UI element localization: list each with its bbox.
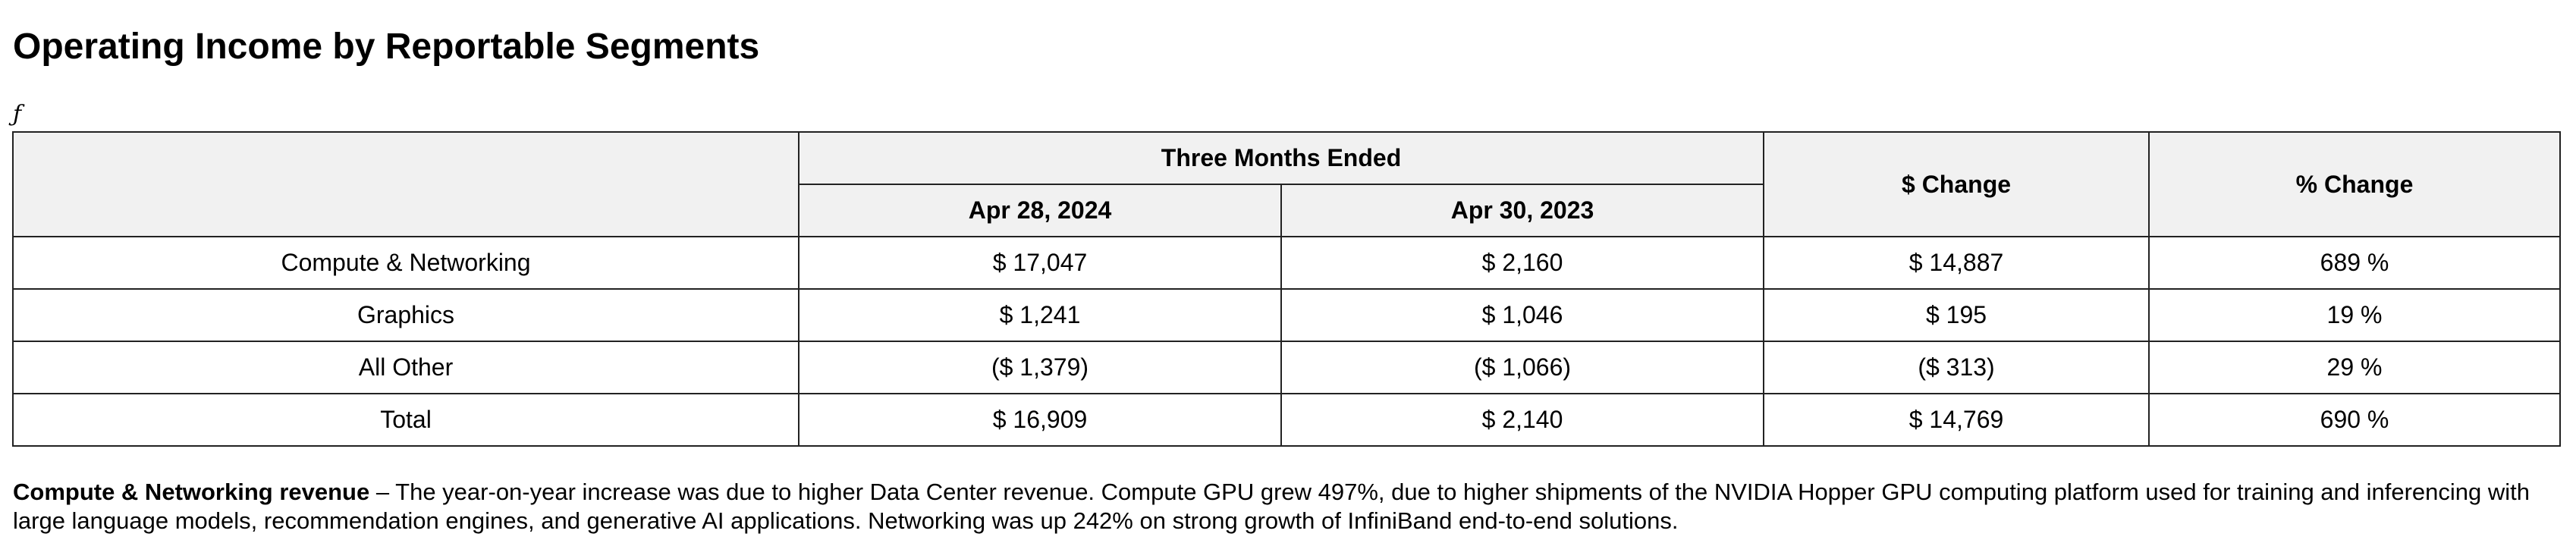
- segment-label: Graphics: [12, 288, 800, 342]
- prior-value: $ 2,140: [1280, 393, 1765, 447]
- commentary-paragraph: Compute & Networking revenue – The year-…: [13, 478, 2562, 535]
- commentary-lead: Compute & Networking revenue: [13, 479, 370, 505]
- table-row: Total $ 16,909 $ 2,140 $ 14,769 690 %: [12, 393, 2562, 447]
- header-row-1: Three Months Ended $ Change % Change: [12, 131, 2562, 237]
- header-period-current: Apr 28, 2024: [798, 184, 1282, 237]
- current-value: ($ 1,379): [798, 341, 1282, 394]
- header-period-prior: Apr 30, 2023: [1280, 184, 1765, 237]
- percent-change-value: 29 %: [2148, 341, 2562, 394]
- table-row: Compute & Networking $ 17,047 $ 2,160 $ …: [12, 236, 2562, 290]
- table-row: Graphics $ 1,241 $ 1,046 $ 195 19 %: [12, 288, 2562, 342]
- prior-value: ($ 1,066): [1280, 341, 1765, 394]
- percent-change-value: 690 %: [2148, 393, 2562, 447]
- header-blank-cell: [12, 131, 800, 237]
- percent-change-value: 19 %: [2148, 288, 2562, 342]
- function-glyph: ƒ: [13, 101, 22, 127]
- segment-label: All Other: [12, 341, 800, 394]
- dollar-change-value: $ 195: [1763, 288, 2150, 342]
- prior-value: $ 2,160: [1280, 236, 1765, 290]
- percent-change-value: 689 %: [2148, 236, 2562, 290]
- segment-label: Total: [12, 393, 800, 447]
- commentary-text: – The year-on-year increase was due to h…: [13, 479, 2530, 534]
- dollar-change-value: $ 14,887: [1763, 236, 2150, 290]
- header-percent-change: % Change: [2148, 131, 2562, 237]
- current-value: $ 17,047: [798, 236, 1282, 290]
- page-title: Operating Income by Reportable Segments: [13, 27, 760, 67]
- header-row-2: Apr 28, 2024 Apr 30, 2023: [13, 184, 2560, 237]
- operating-income-table: Three Months Ended $ Change % Change Apr…: [12, 131, 2562, 447]
- table-row: All Other ($ 1,379) ($ 1,066) ($ 313) 29…: [12, 341, 2562, 394]
- header-three-months-ended: Three Months Ended: [797, 131, 1765, 185]
- dollar-change-value: $ 14,769: [1763, 393, 2150, 447]
- prior-value: $ 1,046: [1280, 288, 1765, 342]
- current-value: $ 1,241: [798, 288, 1282, 342]
- segment-label: Compute & Networking: [12, 236, 800, 290]
- current-value: $ 16,909: [798, 393, 1282, 447]
- dollar-change-value: ($ 313): [1763, 341, 2150, 394]
- header-dollar-change: $ Change: [1763, 131, 2150, 237]
